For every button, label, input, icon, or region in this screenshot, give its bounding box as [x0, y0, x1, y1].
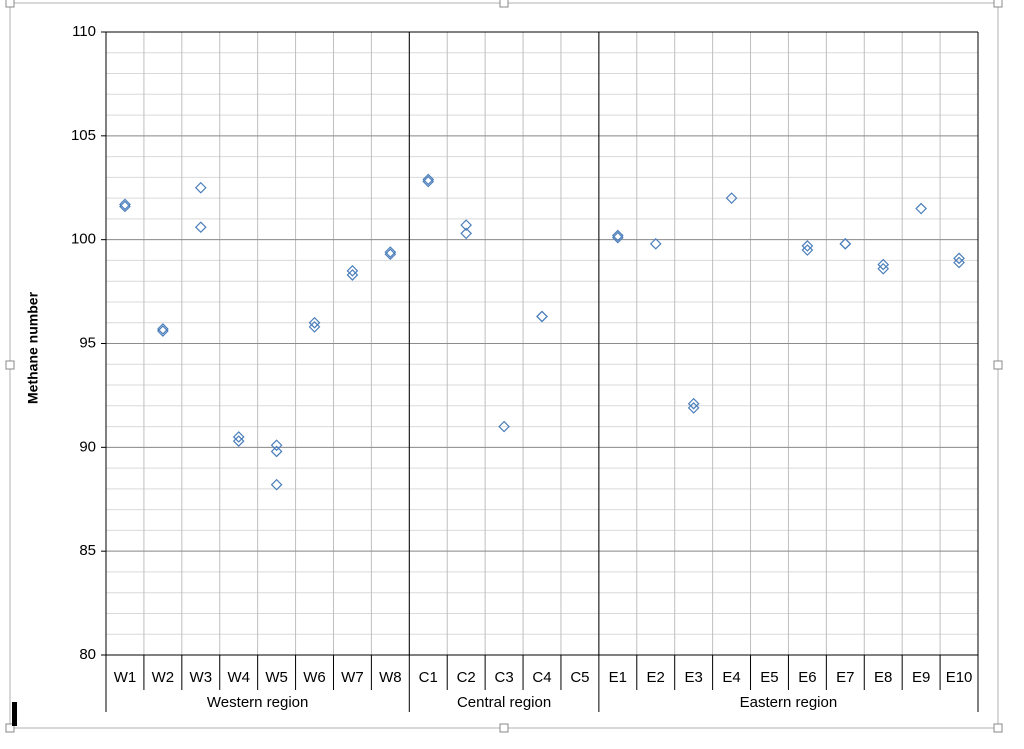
data-point: [536, 310, 548, 323]
x-tick-label: W8: [379, 669, 402, 686]
x-tick-label: W3: [190, 669, 213, 686]
y-tick-label: 85: [79, 542, 96, 559]
frame-handles: [5, 0, 1003, 733]
data-point: [687, 402, 700, 414]
x-tick-label: C1: [419, 669, 438, 686]
x-tick-label: C4: [532, 669, 551, 686]
data-point: [498, 420, 510, 433]
data-point: [270, 439, 283, 452]
x-tick-label: W6: [303, 669, 326, 686]
y-tick-label: 105: [71, 127, 96, 144]
data-point: [801, 244, 814, 256]
chart-frame: [9, 2, 999, 729]
x-tick-label: E4: [722, 669, 740, 686]
data-point: [422, 175, 435, 188]
data-point: [384, 246, 397, 258]
x-tick-label: W2: [152, 669, 175, 686]
y-tick-label: 110: [72, 23, 96, 40]
data-point: [839, 237, 852, 250]
data-point: [536, 310, 548, 323]
data-point: [119, 198, 131, 211]
y-tick-label: 100: [71, 231, 96, 248]
data-point: [725, 192, 738, 204]
x-tick-label: C2: [457, 669, 476, 686]
x-tick-label: C5: [570, 669, 589, 686]
data-point: [839, 237, 852, 250]
data-point: [611, 231, 624, 244]
data-point: [308, 321, 321, 333]
x-tick-label: E8: [874, 669, 892, 686]
x-tick-label: E2: [647, 669, 665, 686]
data-point: [270, 445, 283, 458]
x-tick-label: W4: [227, 669, 250, 686]
x-tick-label: E9: [912, 669, 930, 686]
group-label: Eastern region: [740, 694, 838, 711]
x-tick-label: E10: [946, 669, 973, 686]
data-point: [232, 435, 245, 447]
data-point: [877, 262, 890, 275]
data-point: [194, 221, 207, 234]
x-tick-label: E7: [836, 669, 854, 686]
data-point: [232, 431, 245, 443]
data-point: [270, 478, 283, 491]
x-tick-label: C3: [494, 669, 513, 686]
data-point: [346, 264, 359, 277]
data-point: [649, 237, 662, 250]
data-point: [119, 200, 131, 213]
data-point: [194, 181, 207, 194]
group-label: Central region: [457, 694, 551, 711]
x-tick-label: W7: [341, 669, 364, 686]
data-point: [611, 229, 624, 242]
x-tick-label: E3: [684, 669, 702, 686]
data-point: [460, 219, 473, 231]
y-tick-label: 80: [79, 646, 96, 663]
data-point: [157, 323, 169, 335]
text-cursor: [12, 702, 17, 726]
data-point: [157, 325, 169, 337]
data-point: [384, 248, 397, 261]
x-tick-label: W5: [265, 669, 288, 686]
data-point: [953, 252, 965, 265]
group-label: Western region: [207, 694, 308, 711]
data-point: [915, 202, 927, 215]
x-tick-label: W1: [114, 669, 137, 686]
data-point: [422, 173, 435, 186]
data-point: [687, 397, 700, 410]
data-point: [877, 258, 890, 271]
data-point: [953, 256, 965, 269]
data-point: [346, 269, 359, 281]
data-point: [308, 316, 321, 329]
y-tick-label: 95: [79, 334, 96, 351]
y-axis-title: Methane number: [25, 291, 41, 404]
y-tick-label: 90: [79, 438, 96, 455]
x-tick-label: E6: [798, 669, 816, 686]
x-tick-label: E5: [760, 669, 778, 686]
data-point: [460, 227, 473, 240]
x-tick-label: E1: [609, 669, 627, 686]
data-point: [801, 240, 814, 252]
